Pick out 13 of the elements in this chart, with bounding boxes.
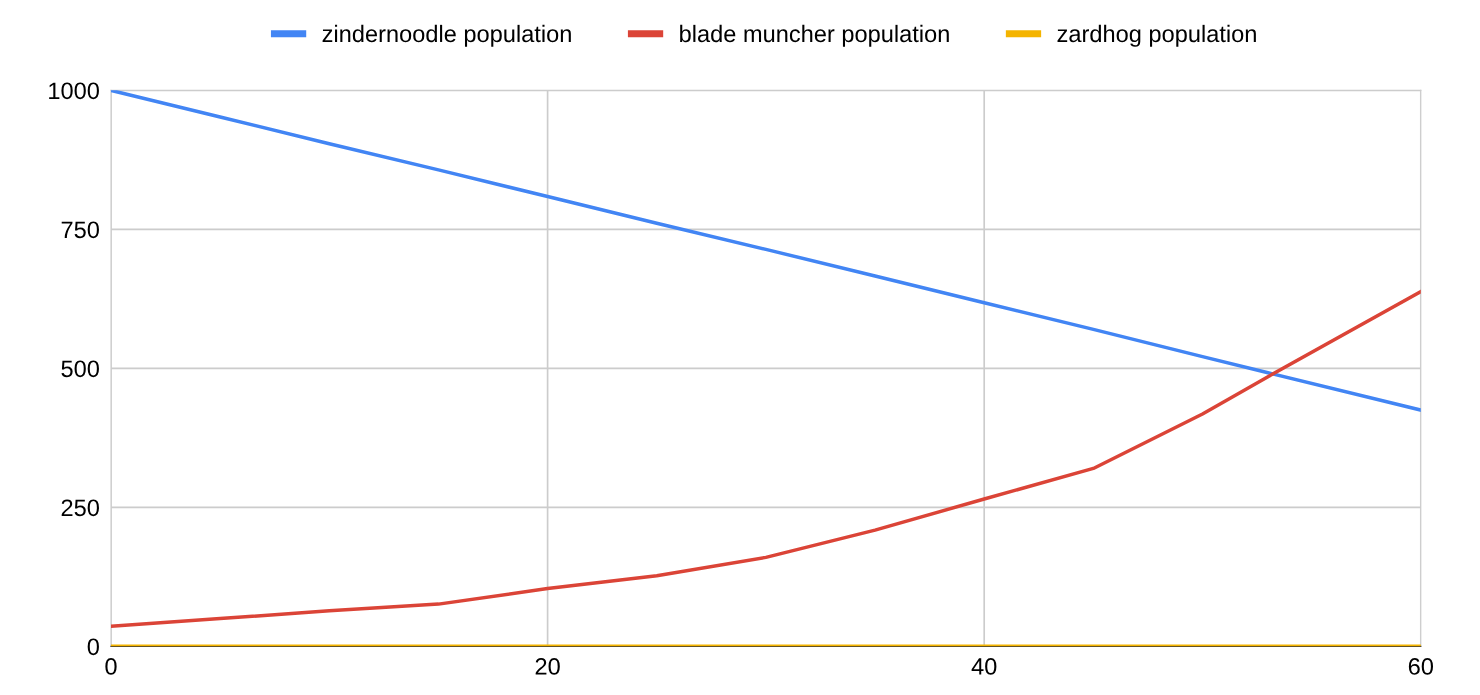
legend-label: zardhog population <box>1057 24 1256 47</box>
y-tick-label: 1000 <box>49 82 99 100</box>
x-tick-label: 60 <box>1408 658 1434 675</box>
x-tick-label: 0 <box>105 658 117 675</box>
x-tick-label: 40 <box>971 658 997 675</box>
legend-label: zindernoodle population <box>322 24 571 47</box>
y-tick-label: 0 <box>87 638 99 656</box>
y-tick-label: 500 <box>61 360 99 378</box>
line-series <box>111 289 1421 629</box>
y-tick-label: 750 <box>61 221 99 239</box>
x-tick-label: 20 <box>535 658 560 675</box>
legend-label: blade muncher population <box>680 24 949 47</box>
y-tick-label: 250 <box>61 499 99 517</box>
